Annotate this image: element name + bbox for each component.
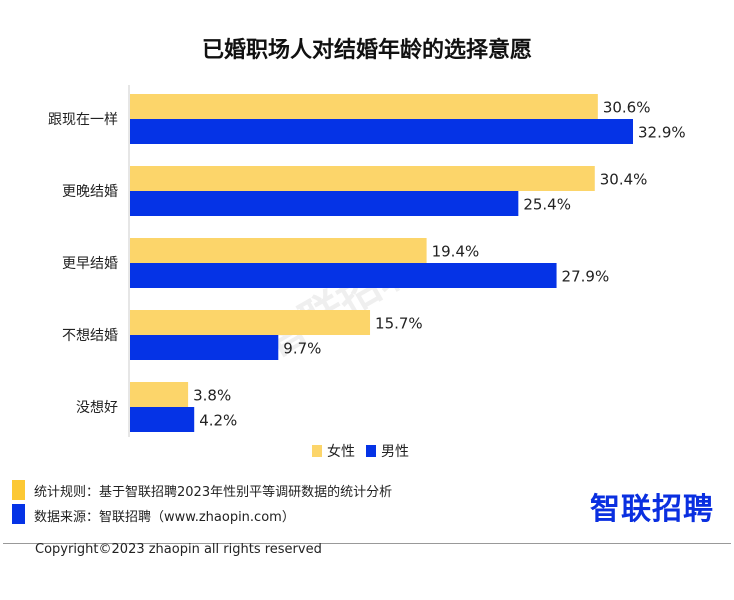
bar-male xyxy=(130,407,195,432)
legend-swatch xyxy=(312,445,322,457)
data-label: 4.2% xyxy=(199,412,237,430)
source-swatch xyxy=(12,504,25,524)
bar-male xyxy=(130,191,519,216)
data-label: 15.7% xyxy=(375,315,423,333)
chart-title: 已婚职场人对结婚年龄的选择意愿 xyxy=(201,38,532,63)
legend-label: 女性 xyxy=(327,443,355,460)
category-label: 更晚结婚 xyxy=(62,184,118,200)
data-label: 32.9% xyxy=(638,124,686,142)
bar-female xyxy=(130,310,371,335)
legend-label: 男性 xyxy=(381,444,409,460)
zhaopin-logo: 智联招聘 xyxy=(590,492,714,527)
data-source-text: 数据来源：智联招聘（www.zhaopin.com） xyxy=(34,510,295,525)
category-label: 不想结婚 xyxy=(62,328,118,344)
bar-female xyxy=(130,382,189,407)
divider xyxy=(3,543,731,544)
bar-female xyxy=(130,238,427,263)
category-label: 更早结婚 xyxy=(62,256,118,272)
bar-female xyxy=(130,166,595,191)
data-label: 25.4% xyxy=(523,196,571,214)
category-label: 跟现在一样 xyxy=(48,112,118,128)
copyright: Copyright©2023 zhaopin all rights reserv… xyxy=(35,542,322,557)
data-label: 3.8% xyxy=(193,387,231,405)
data-label: 30.6% xyxy=(603,99,651,117)
bar-female xyxy=(130,94,598,119)
data-label: 27.9% xyxy=(562,268,610,286)
legend-swatch xyxy=(366,445,376,457)
category-label: 没想好 xyxy=(76,400,118,416)
data-label: 30.4% xyxy=(600,171,648,189)
rule-swatch xyxy=(12,480,25,500)
data-label: 19.4% xyxy=(432,243,480,261)
bar-chart: 跟现在一样 30.6% 32.9% 更晚结婚 30.4% 25.4% 更早结婚 19.4% 27… xyxy=(48,85,686,460)
bar-male xyxy=(130,335,279,360)
bar-male xyxy=(130,119,633,144)
bar-male xyxy=(130,263,557,288)
data-label: 9.7% xyxy=(283,340,321,358)
stat-rule-text: 统计规则：基于智联招聘2023年性别平等调研数据的统计分析 xyxy=(34,485,393,500)
